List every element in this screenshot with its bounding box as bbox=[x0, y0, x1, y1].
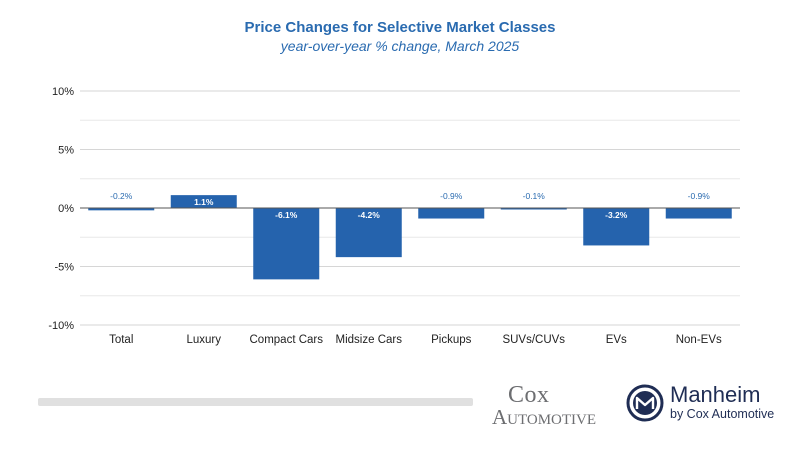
x-tick-label: SUVs/CUVs bbox=[502, 334, 565, 346]
data-label: -6.1% bbox=[275, 210, 298, 220]
x-tick-label: Pickups bbox=[431, 334, 472, 346]
bar-pickups bbox=[418, 208, 485, 219]
x-axis: Total Luxury Compact Cars Midsize Cars Picku… bbox=[80, 207, 740, 346]
x-tick-label: Luxury bbox=[186, 334, 221, 346]
bar-evs bbox=[583, 208, 650, 246]
y-tick-label: 5% bbox=[58, 145, 74, 157]
y-tick-label: -5% bbox=[54, 262, 74, 274]
manheim-name: Manheim bbox=[670, 382, 761, 407]
x-tick-label: EVs bbox=[606, 334, 627, 346]
x-tick-label: Midsize Cars bbox=[336, 334, 403, 346]
bar-compact-cars bbox=[253, 208, 320, 280]
cox-automotive-logo: Cox Automotive bbox=[492, 383, 596, 428]
data-label: -0.1% bbox=[523, 191, 546, 201]
data-label: 1.1% bbox=[194, 197, 214, 207]
data-label: -0.9% bbox=[440, 191, 463, 201]
x-tick-label: Total bbox=[109, 334, 133, 346]
bars: -0.2% 1.1% -6.1% -4.2% -0.9% -0.1% -3.2% -0.9% bbox=[88, 191, 732, 280]
bar-luxury bbox=[170, 195, 237, 208]
y-axis: 10% 5% 0% -5% -10% bbox=[48, 86, 74, 332]
bar-chart: Price Changes for Selective Market Class… bbox=[48, 19, 740, 346]
x-tick-label: Non-EVs bbox=[676, 334, 722, 346]
bar-total bbox=[88, 208, 155, 211]
y-tick-label: -10% bbox=[48, 320, 74, 332]
cox-logo-line1: Cox bbox=[508, 382, 550, 408]
bar-suvs-cuvs bbox=[500, 208, 567, 210]
manheim-tagline: by Cox Automotive bbox=[670, 407, 775, 421]
cox-logo-line2: Automotive bbox=[492, 405, 597, 429]
bar-midsize-cars bbox=[335, 208, 402, 258]
data-label: -0.9% bbox=[688, 191, 711, 201]
manheim-emblem-icon bbox=[626, 384, 664, 422]
data-label: -4.2% bbox=[358, 210, 381, 220]
x-tick-label: Compact Cars bbox=[250, 334, 324, 346]
data-label: -3.2% bbox=[605, 210, 628, 220]
bar-non-evs bbox=[665, 208, 732, 219]
y-tick-label: 10% bbox=[52, 86, 74, 98]
chart-subtitle: year-over-year % change, March 2025 bbox=[280, 38, 520, 54]
footer-divider bbox=[38, 398, 473, 406]
chart-title: Price Changes for Selective Market Class… bbox=[245, 19, 556, 36]
y-tick-label: 0% bbox=[58, 203, 74, 215]
data-label: -0.2% bbox=[110, 191, 133, 201]
